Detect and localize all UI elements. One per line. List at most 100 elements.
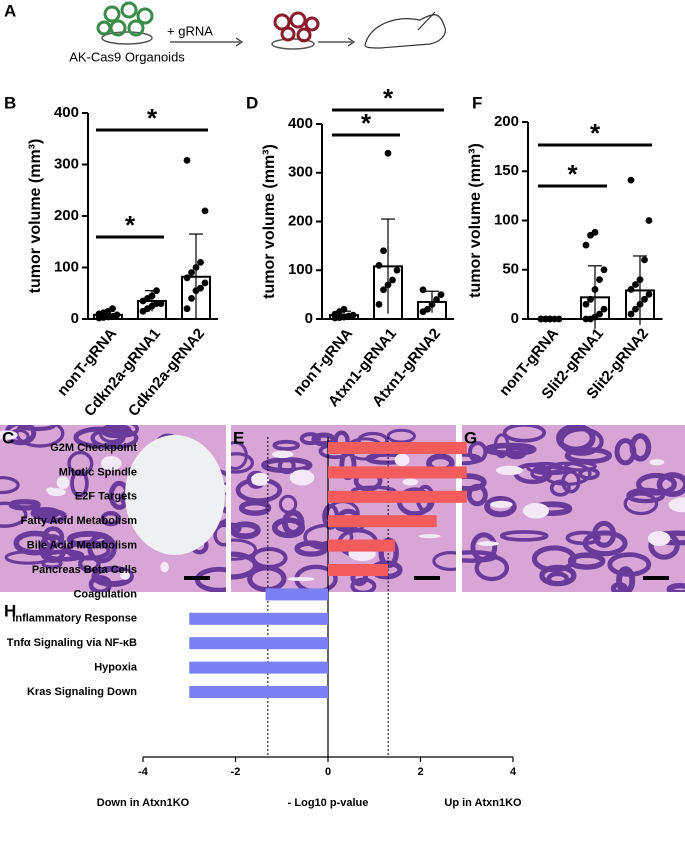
bar: [328, 539, 396, 552]
data-point: [183, 156, 191, 164]
bar: [328, 442, 467, 454]
lumen: [287, 577, 315, 582]
panel-label: D: [246, 93, 258, 112]
gland: [8, 499, 41, 511]
y-tick-label: 100: [288, 261, 313, 278]
lumen: [56, 476, 70, 490]
data-point: [546, 315, 554, 323]
data-point: [197, 284, 204, 292]
data-point: [349, 311, 357, 319]
gland: [432, 551, 456, 571]
data-point: [188, 295, 195, 302]
gland: [474, 554, 510, 582]
data-point: [632, 281, 639, 288]
panel-label: C: [2, 428, 14, 447]
data-point: [428, 300, 436, 308]
gland: [614, 438, 637, 466]
data-point: [389, 276, 396, 284]
gland: [666, 583, 685, 592]
bar: [373, 265, 403, 321]
data-point: [393, 266, 401, 274]
data-point: [153, 287, 160, 295]
data-point: [201, 279, 209, 287]
data-point: [591, 228, 599, 236]
x-tick-label: -4: [138, 766, 149, 778]
lumen: [289, 469, 315, 486]
bar: [328, 466, 467, 479]
data-point: [555, 315, 563, 323]
lumen: [402, 478, 419, 486]
gland: [278, 494, 298, 514]
y-tick-label: 100: [54, 258, 79, 275]
data-point: [380, 286, 387, 294]
x-axis-label: - Log10 p-value: [288, 797, 369, 809]
gland: [231, 452, 255, 474]
y-tick-label: 400: [54, 104, 79, 121]
data-point: [188, 269, 195, 277]
category-label: E2F Targets: [75, 491, 137, 503]
data-point: [641, 295, 648, 303]
x-tick-label: 0: [325, 766, 331, 778]
x-tick-label: 2: [417, 766, 423, 778]
gland: [238, 499, 272, 516]
category-label: Pancreas Beta Cells: [32, 564, 137, 576]
gland: [38, 534, 67, 564]
data-point: [113, 311, 121, 319]
y-axis-label: tumor volume (mm³): [261, 144, 278, 299]
gland: [272, 439, 300, 451]
gland: [91, 565, 134, 587]
bar: [189, 637, 328, 650]
gland: [231, 538, 258, 561]
gland: [502, 425, 547, 443]
gland: [462, 473, 487, 492]
y-tick-label: 400: [288, 115, 313, 132]
y-tick-label: 200: [288, 212, 313, 229]
gland: [623, 492, 659, 516]
gland: [567, 552, 606, 570]
bar: [625, 289, 655, 320]
gland: [70, 469, 89, 498]
data-point: [201, 207, 209, 215]
lumen: [477, 541, 499, 547]
schematic-label: + gRNA: [167, 23, 213, 38]
lumen: [668, 497, 685, 513]
lumen: [495, 465, 524, 476]
right-label: Up in Atxn1KO: [444, 797, 522, 809]
data-point: [636, 276, 644, 283]
y-tick-label: 200: [494, 113, 519, 130]
category-label: Mitotic Spindle: [59, 466, 137, 478]
x-tick-label: Cdkn2a-gRNA1: [81, 325, 164, 420]
significance-label: *: [125, 210, 136, 240]
bar: [328, 490, 467, 503]
y-tick-label: 0: [305, 310, 313, 327]
gland: [546, 571, 570, 586]
data-point: [645, 217, 653, 224]
data-point: [384, 281, 392, 289]
bar: [189, 686, 328, 698]
gland: [100, 511, 122, 527]
data-point: [375, 300, 383, 308]
gland: [493, 433, 510, 459]
gland: [656, 472, 685, 497]
category-label: Kras Signaling Down: [27, 686, 137, 698]
lumen: [649, 459, 665, 466]
histology-image: [0, 425, 226, 592]
gland: [78, 555, 101, 573]
x-tick-label: 4: [510, 766, 517, 778]
gland: [531, 545, 577, 573]
histology-image: [462, 425, 685, 592]
panel-label: A: [4, 1, 16, 20]
gland: [616, 566, 636, 592]
schematic: [96, 1, 446, 50]
gland: [499, 530, 549, 542]
panel-label: H: [4, 601, 16, 620]
lumen: [490, 500, 513, 509]
data-point: [424, 305, 431, 313]
gland: [526, 461, 564, 474]
y-tick-label: 100: [494, 211, 519, 228]
category-label: G2M Checkpoint: [50, 442, 137, 454]
data-point: [197, 258, 204, 266]
data-point: [437, 291, 445, 299]
x-tick-label: Cdkn2a-gRNA2: [125, 325, 208, 420]
category-label: Coagulation: [73, 588, 137, 600]
